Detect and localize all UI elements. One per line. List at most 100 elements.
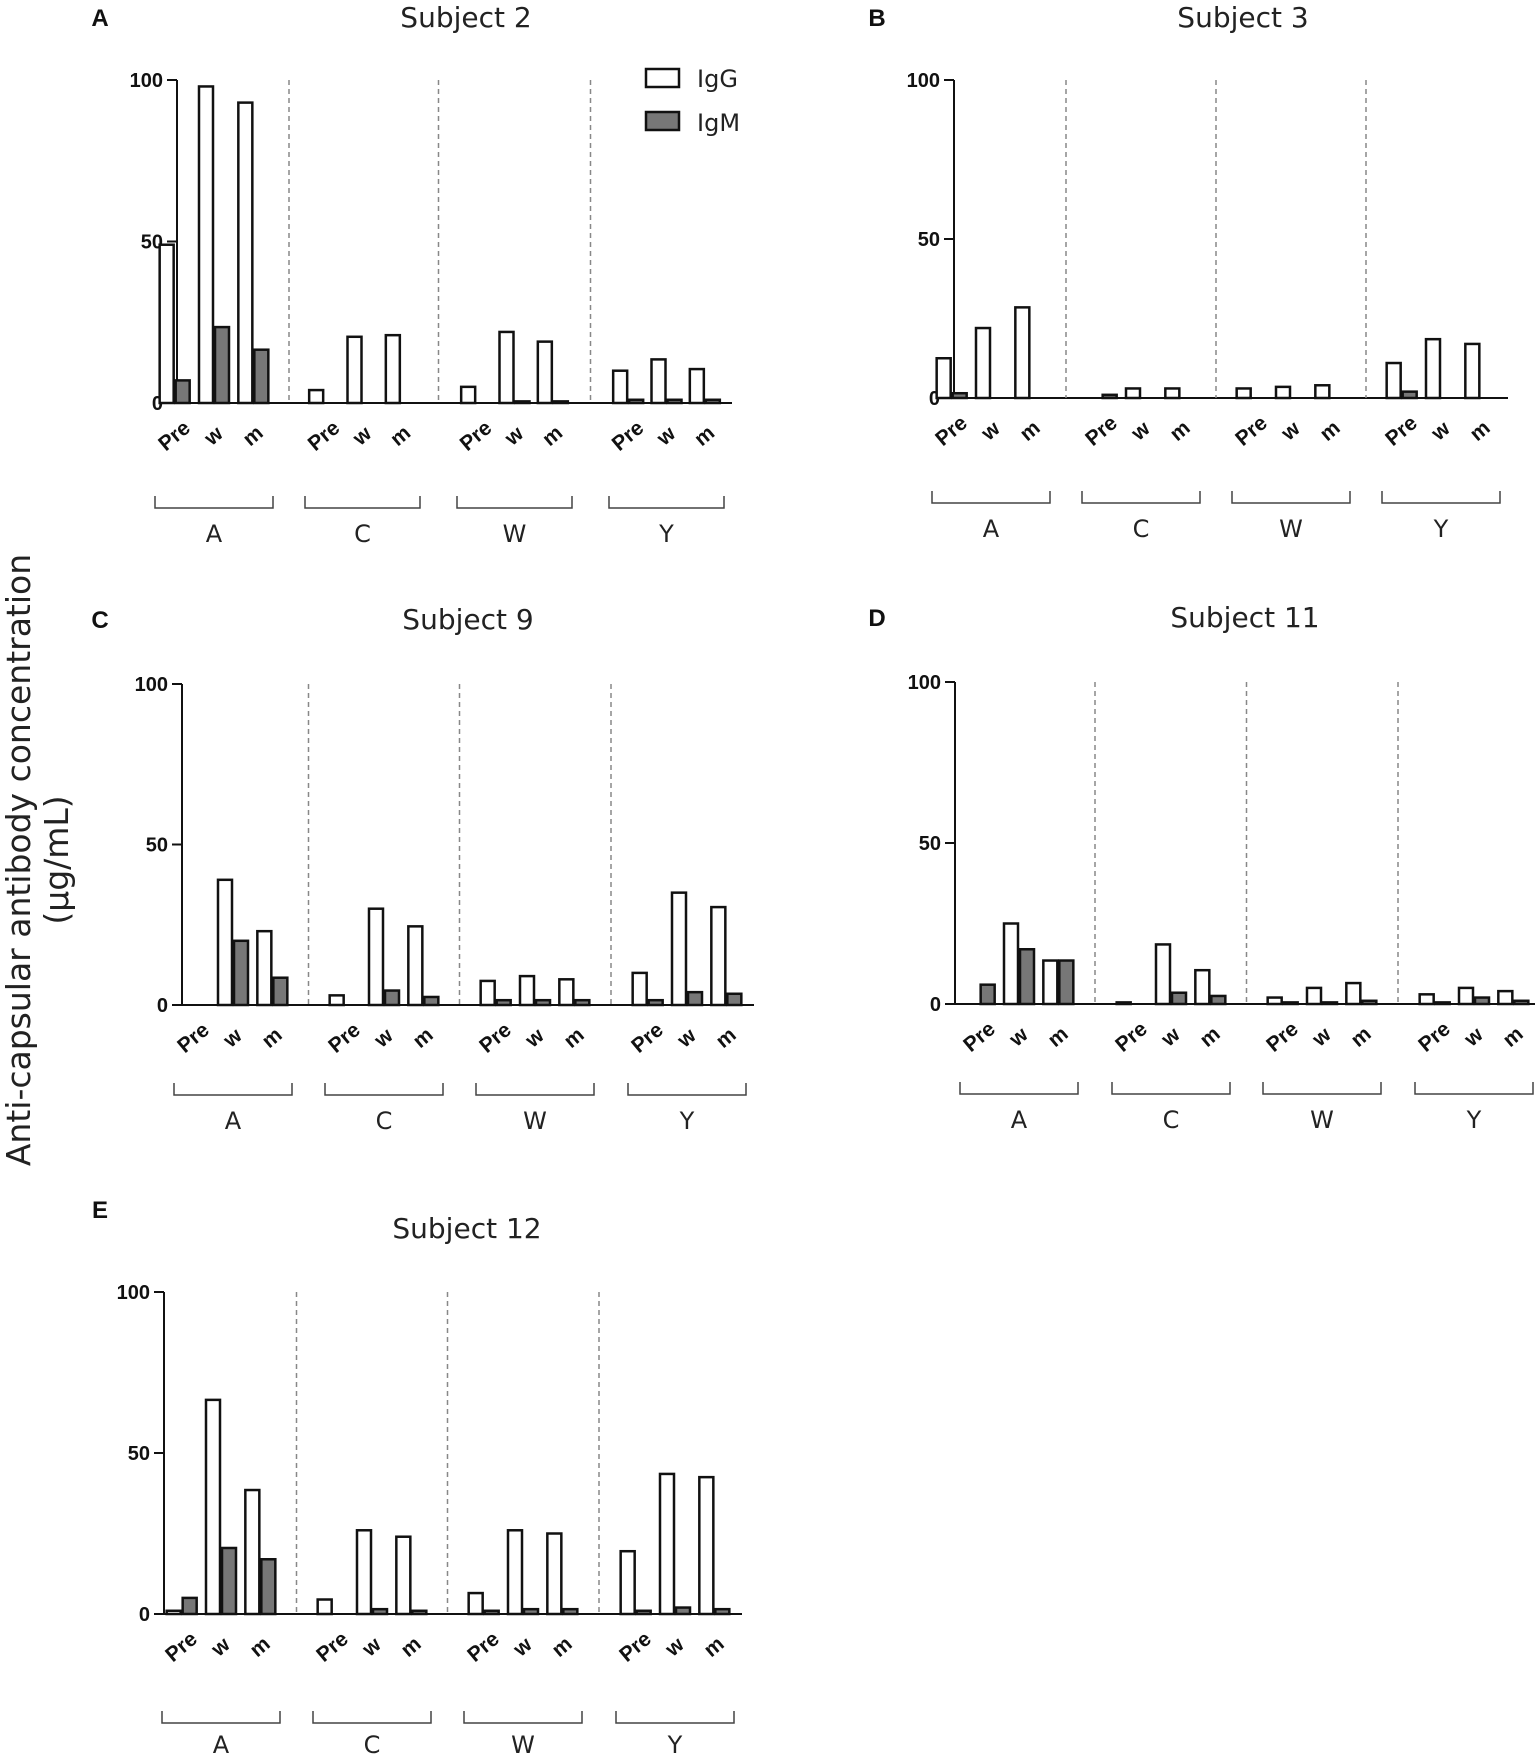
bar-igg-y-m bbox=[1464, 342, 1481, 400]
x-tick-label: Pre bbox=[173, 1018, 214, 1057]
bar-igm-a-pre bbox=[174, 379, 191, 405]
y-tick-label: 100 bbox=[135, 674, 168, 696]
group-label: Y bbox=[679, 1107, 695, 1135]
x-tick-label: Pre bbox=[1414, 1017, 1455, 1056]
bar-igg-y-pre bbox=[1418, 993, 1435, 1006]
panel-title: Subject 11 bbox=[1170, 601, 1319, 634]
x-tick-label: m bbox=[397, 1632, 426, 1662]
x-tick-label: w bbox=[1126, 417, 1155, 446]
y-tick-label: 50 bbox=[146, 835, 168, 857]
x-tick-label: w bbox=[660, 1633, 689, 1662]
y-tick-label: 50 bbox=[128, 1443, 150, 1465]
bar-igg-a-pre bbox=[158, 243, 175, 405]
bar-igm-y-pre bbox=[1401, 390, 1418, 400]
bar-igg-w-m bbox=[546, 1532, 563, 1616]
bar-igm-y-pre bbox=[627, 398, 645, 405]
group-label: W bbox=[503, 520, 527, 548]
x-tick-label: m bbox=[700, 1632, 729, 1662]
group-label: W bbox=[511, 1731, 535, 1756]
legend-igm-swatch bbox=[644, 110, 681, 132]
x-tick-label: m bbox=[1347, 1022, 1376, 1052]
bar-igm-a-m bbox=[260, 1558, 277, 1616]
group-bracket bbox=[1262, 1082, 1382, 1095]
bar-igg-c-w bbox=[367, 907, 385, 1007]
x-tick-label: w bbox=[508, 1633, 537, 1662]
bar-igg-a-m bbox=[256, 929, 273, 1007]
group-label: C bbox=[354, 520, 371, 548]
y-axis-label-line1: Anti-capsular antibody concentration bbox=[0, 554, 38, 1166]
bar-igm-y-w bbox=[666, 398, 683, 405]
y-tick-label: 50 bbox=[918, 229, 940, 251]
group-bracket bbox=[608, 496, 725, 509]
bar-igm-w-m bbox=[552, 400, 570, 405]
bar-igm-a-m bbox=[1058, 959, 1075, 1006]
group-label: Y bbox=[667, 1731, 683, 1756]
bar-igg-y-w bbox=[1424, 337, 1442, 400]
bar-igm-a-m bbox=[272, 976, 289, 1007]
bar-igg-a-w bbox=[204, 1398, 222, 1616]
bar-igg-w-pre bbox=[479, 979, 496, 1007]
x-tick-label: w bbox=[976, 417, 1005, 446]
bar-igg-w-w bbox=[506, 1529, 524, 1616]
panel-title: Subject 2 bbox=[400, 1, 531, 34]
bar-igg-y-pre bbox=[619, 1549, 636, 1616]
bar-igm-y-pre bbox=[647, 998, 664, 1007]
bar-igg-w-pre bbox=[1235, 387, 1252, 400]
bar-igm-y-m bbox=[1513, 999, 1530, 1006]
group-bracket bbox=[161, 1711, 281, 1724]
x-tick-label: m bbox=[690, 421, 719, 451]
bar-igg-c-pre bbox=[1115, 1001, 1132, 1006]
panel-letter: B bbox=[868, 5, 885, 32]
x-tick-label: Pre bbox=[1231, 411, 1272, 450]
group-bracket bbox=[1231, 491, 1351, 504]
x-tick-label: Pre bbox=[1081, 411, 1122, 450]
group-label: Y bbox=[658, 520, 674, 548]
x-tick-label: Pre bbox=[456, 416, 497, 455]
x-tick-label: Pre bbox=[931, 411, 972, 450]
group-bracket bbox=[304, 496, 421, 509]
bar-igg-w-m bbox=[1314, 384, 1331, 400]
bar-igg-a-w bbox=[1002, 922, 1020, 1006]
bar-igg-a-w bbox=[974, 326, 992, 400]
x-tick-label: w bbox=[1459, 1023, 1488, 1052]
group-label: C bbox=[1163, 1106, 1180, 1134]
bar-igm-w-w bbox=[1321, 1001, 1339, 1006]
y-tick-label: 0 bbox=[152, 393, 163, 415]
bar-igm-c-m bbox=[1210, 994, 1227, 1006]
bar-igm-c-w bbox=[383, 989, 401, 1007]
bar-igg-c-w bbox=[1124, 387, 1142, 400]
y-axis-label-line2: (µg/mL) bbox=[37, 795, 76, 924]
bar-igm-w-w bbox=[522, 1607, 540, 1616]
x-tick-label: w bbox=[652, 422, 681, 451]
bar-igg-a-w bbox=[197, 85, 215, 405]
bar-igg-a-m bbox=[237, 101, 254, 405]
bar-igm-w-m bbox=[562, 1607, 579, 1616]
bar-igm-y-w bbox=[674, 1606, 692, 1616]
panel-title: Subject 12 bbox=[392, 1212, 541, 1245]
group-label: W bbox=[1310, 1106, 1334, 1134]
panel-letter: A bbox=[91, 5, 108, 32]
group-bracket bbox=[931, 491, 1051, 504]
group-label: C bbox=[1133, 515, 1150, 543]
group-bracket bbox=[173, 1083, 293, 1096]
bar-igm-a-w bbox=[1018, 948, 1036, 1006]
x-tick-label: m bbox=[538, 421, 567, 451]
group-label: C bbox=[376, 1107, 393, 1135]
legend-igg-swatch bbox=[644, 67, 681, 89]
group-bracket bbox=[1381, 491, 1501, 504]
x-tick-label: w bbox=[369, 1024, 398, 1053]
group-label: A bbox=[206, 520, 223, 548]
bar-igg-c-m bbox=[407, 925, 424, 1007]
bar-igg-c-w bbox=[346, 335, 363, 405]
legend: IgG IgM bbox=[644, 65, 740, 137]
group-label: A bbox=[225, 1107, 242, 1135]
group-bracket bbox=[312, 1711, 432, 1724]
group-bracket bbox=[324, 1083, 444, 1096]
group-bracket bbox=[475, 1083, 595, 1096]
group-bracket bbox=[1414, 1082, 1534, 1095]
bar-igg-a-m bbox=[1042, 959, 1059, 1006]
y-tick-label: 100 bbox=[907, 70, 940, 92]
x-tick-label: Pre bbox=[312, 1627, 353, 1666]
x-tick-label: m bbox=[1196, 1022, 1225, 1052]
